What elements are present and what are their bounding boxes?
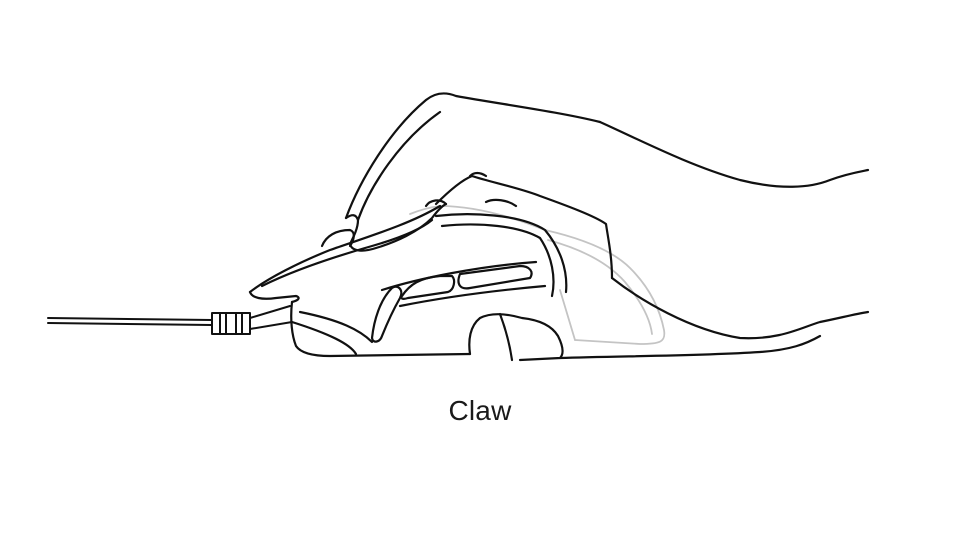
grip-style-caption: Claw [448,395,512,426]
mouse-cable [47,305,293,335]
mouse-body [248,198,568,358]
mouse-hidden-outline [409,205,666,345]
hand-claw-grip [344,92,870,362]
